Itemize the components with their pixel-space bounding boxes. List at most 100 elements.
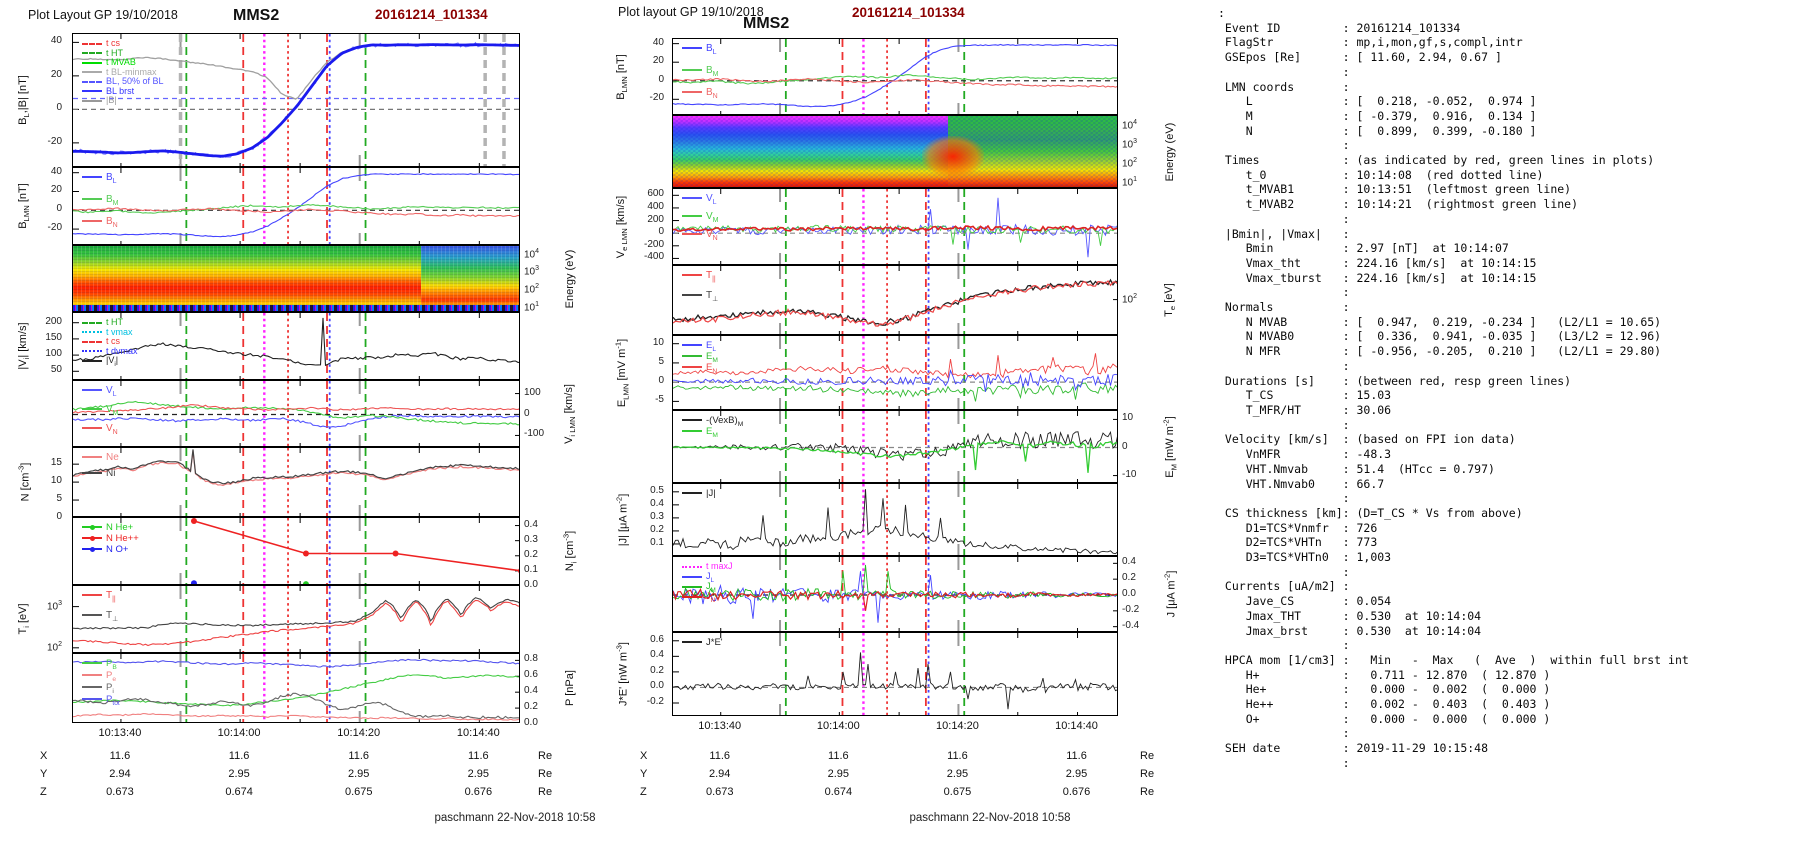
y-tick-label: -20 xyxy=(47,135,62,147)
legend-dot-marker xyxy=(90,535,95,541)
series-p-e xyxy=(73,712,519,721)
legend-line-swatch xyxy=(682,641,702,644)
legend-label: Ptot xyxy=(106,694,120,707)
legend-line-swatch xyxy=(82,524,102,530)
legend-label: t cs xyxy=(106,38,121,48)
position-row-value: 2.95 xyxy=(1065,768,1088,780)
panel-ion-spectrogram xyxy=(72,245,520,312)
y-tick-label: 10 xyxy=(50,475,62,487)
mid-plot-footer: paschmann 22-Nov-2018 10:58 xyxy=(909,812,1071,824)
series-b-l xyxy=(673,43,1117,108)
y-tick-label-right: 0.2 xyxy=(1122,572,1136,584)
y-tick-label: 0.2 xyxy=(650,664,664,676)
legend-line-swatch xyxy=(82,456,102,459)
panel-jdote-panel: J*E' xyxy=(672,632,1118,716)
legend-label: BN xyxy=(706,87,718,100)
legend-line-swatch xyxy=(82,535,102,541)
position-row-value: 11.6 xyxy=(468,750,489,762)
series-dot-n-he2 xyxy=(518,568,519,574)
legend-entry: VN xyxy=(682,229,718,242)
y-tick-label: 5 xyxy=(658,355,664,367)
legend-entry: Pe xyxy=(82,670,116,683)
y-tick-label-right: 0.8 xyxy=(524,653,538,665)
legend-entry: BL brst xyxy=(82,86,134,96)
panel-svg-minor-ion-panel xyxy=(120,518,519,584)
panel-velmn-panel: VL VM VN xyxy=(672,188,1118,265)
axis-label-right-ion-spectrogram: Energy (eV) xyxy=(564,249,576,308)
legend-label: VM xyxy=(106,404,119,417)
position-row-unit: Re xyxy=(1140,768,1155,780)
axis-label-blmn-panel: BLMN [nT] xyxy=(16,183,32,229)
series-dot-n-he1 xyxy=(302,581,309,584)
series-j-l xyxy=(673,571,1117,623)
axis-label-jdote-panel: J*E' [nW m-3] xyxy=(614,642,630,706)
series-v-m xyxy=(73,400,519,426)
axis-label-bl-b-panel: BL,|B| [nT] xyxy=(16,75,32,125)
y-tick-label-right: 103 xyxy=(1122,137,1138,151)
y-tick-label: 200 xyxy=(647,213,664,225)
legend-entry: t BL-minmax xyxy=(82,67,157,77)
legend-entry: t MVAB xyxy=(82,57,136,67)
series-e-n xyxy=(673,353,1117,380)
panel-density-panel: Ne Ni xyxy=(72,447,520,517)
series-e-m-smooth xyxy=(673,440,1117,473)
legend-dot-marker xyxy=(90,546,95,552)
y-tick-label: 5 xyxy=(56,493,62,505)
axis-label-velmn-panel: Ve LMN [km/s] xyxy=(614,195,630,258)
panel-te-panel: T|| T⊥ xyxy=(672,265,1118,335)
legend-entry: t cs xyxy=(82,38,120,48)
panel-ti-panel: T|| T⊥ xyxy=(72,585,520,653)
legend-label: BN xyxy=(106,216,118,229)
panel-svg-blmn-panel xyxy=(73,168,519,244)
legend-line-swatch xyxy=(82,61,102,64)
panel-bl-b-panel: t cs t HT t MVAB t BL-minmax BL, 50% of BL BL… xyxy=(72,33,520,167)
legend-label: JL xyxy=(706,571,715,584)
time-tick-label: 10:14:20 xyxy=(936,720,979,732)
position-row-value: 2.95 xyxy=(946,768,969,780)
y-tick-label: 0.0 xyxy=(650,680,664,692)
legend-line-swatch xyxy=(82,90,102,93)
y-tick-label-right: -10 xyxy=(1122,468,1137,480)
y-tick-label: 0.4 xyxy=(650,497,664,509)
y-tick-label: 20 xyxy=(652,55,664,67)
legend-label: PB xyxy=(106,658,117,671)
legend-label: EL xyxy=(706,340,717,353)
legend-label: T⊥ xyxy=(706,290,719,303)
y-tick-label-right: 0.6 xyxy=(524,669,538,681)
series-n-he2 xyxy=(193,520,519,572)
legend-line-swatch xyxy=(82,350,102,353)
mid-plot-spacecraft-title: MMS2 xyxy=(743,15,790,32)
legend-line-swatch xyxy=(82,546,102,552)
y-tick-label: 103 xyxy=(46,599,62,612)
series-j-n xyxy=(673,587,1117,611)
axis-label-right-vlmn-panel: Vi LMN [km/s] xyxy=(562,383,578,444)
legend-line-swatch xyxy=(82,614,102,617)
series-p-b xyxy=(73,674,519,707)
series-t-perp xyxy=(73,597,519,630)
legend-label: BL, 50% of BL xyxy=(106,76,164,86)
y-tick-label: 40 xyxy=(50,35,62,47)
series-bl-brst xyxy=(73,41,519,158)
y-tick-label: 0 xyxy=(56,102,62,114)
legend-entry: T|| xyxy=(82,590,116,603)
legend-line-swatch xyxy=(682,595,702,598)
panel-minor-ion-panel: N He+ N He++ N O+ xyxy=(72,517,520,585)
series-v-n xyxy=(73,404,519,414)
position-row-value: 2.95 xyxy=(467,768,490,780)
legend-entry: JN xyxy=(682,591,715,604)
position-row-value: 2.95 xyxy=(348,768,370,780)
series-p-tot xyxy=(73,658,519,668)
y-tick-label-right: 0 xyxy=(1122,440,1128,452)
panel-vexb-panel: -(VexB)M EM xyxy=(672,410,1118,483)
legend-entry: t HT xyxy=(82,317,123,327)
y-tick-label: 20 xyxy=(50,184,62,196)
panel-svg-te-panel xyxy=(673,266,1117,334)
series-t-par xyxy=(73,599,519,647)
y-tick-label-right: 0 xyxy=(524,407,530,419)
legend-entry: BN xyxy=(682,87,718,100)
y-tick-label: -400 xyxy=(643,251,664,263)
legend-label: t dvmax xyxy=(106,345,138,356)
legend-entry: T⊥ xyxy=(82,610,118,623)
position-row-value: 11.6 xyxy=(109,750,131,762)
y-tick-label: 10 xyxy=(652,336,664,348)
